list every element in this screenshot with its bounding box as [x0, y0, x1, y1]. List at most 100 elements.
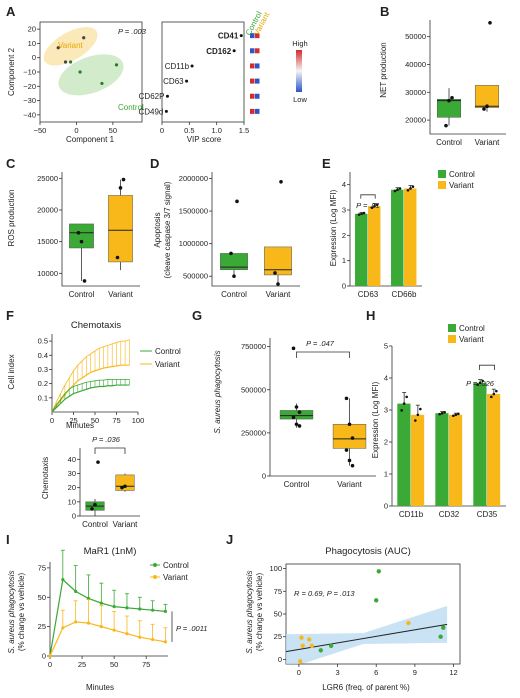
h-point [438, 412, 441, 416]
apoptosis-axis-lines [211, 172, 300, 287]
panel-letter-f: F [6, 308, 14, 323]
net-production-boxplot: 20000 30000 40000 50000 Control Variant NET p… [379, 20, 506, 147]
f-x-axis-label: Minutes [66, 421, 94, 430]
h-bar [449, 414, 463, 506]
j-variant-point [299, 635, 304, 640]
apoptosis-y-axis-label: Apoptosis [153, 212, 162, 247]
e-category-label: CD63 [358, 290, 379, 299]
e-point [393, 189, 397, 193]
h-legend-variant: Variant [459, 335, 485, 344]
f-variant-mean-line [51, 364, 130, 413]
pca-point [100, 81, 104, 86]
net-point [482, 107, 486, 111]
f-x-tick-label: 25 [69, 416, 77, 425]
apoptosis-point [232, 274, 236, 279]
panel-letter-b: B [380, 4, 389, 19]
panel-letter-c: C [6, 156, 16, 171]
net-point [444, 123, 448, 128]
e-legend-control: Control [449, 170, 475, 179]
i-y-tick-label: 0 [42, 652, 46, 661]
h-p-value: P = .026 [466, 379, 495, 388]
j-y-tick-label: 25 [274, 632, 282, 641]
f-y-tick-label: 0.5 [38, 337, 48, 346]
g-y-tick-label: 500000 [241, 385, 266, 394]
vip-category-label: CD41 [218, 32, 239, 41]
i-legend-control-marker [153, 563, 157, 567]
e-point [373, 204, 376, 208]
i-variant-marker [99, 625, 103, 629]
g-category-label: Variant [337, 480, 363, 489]
net-point [485, 104, 489, 108]
f-y-tick-label: 0.3 [38, 365, 48, 374]
ros-point [79, 239, 84, 244]
g-point [350, 463, 355, 468]
vip-heat-cell [255, 108, 260, 114]
g-point [291, 415, 296, 420]
net-y-tick-label: 40000 [405, 60, 426, 69]
i-variant-marker [163, 640, 168, 644]
vip-category-label: CD62P [139, 92, 165, 101]
i-title: MaR1 (1nM) [84, 546, 137, 557]
net-category-label: Variant [475, 138, 501, 147]
e-point [360, 212, 363, 216]
i-y-axis-label-2: (% change vs vehicle) [17, 573, 26, 652]
j-y-tick-label: 50 [274, 610, 282, 619]
e-point [398, 187, 402, 190]
i-variant-marker [138, 635, 142, 639]
i-legend-control: Control [163, 561, 189, 570]
i-variant-marker [86, 621, 91, 625]
vip-category-label: CD162 [206, 47, 231, 56]
h-y-tick-label: 1 [384, 470, 388, 479]
e-point [396, 188, 399, 192]
g-y-tick-label: 750000 [241, 342, 266, 351]
g-point [350, 436, 355, 440]
pca-y-tick-label: 10 [28, 39, 36, 48]
h-legend-variant-swatch [448, 335, 456, 343]
e-legend-control-swatch [438, 170, 446, 178]
e-y-tick-label: 2 [342, 231, 346, 240]
f-legend-control: Control [155, 347, 181, 356]
j-x-tick-label: 3 [335, 668, 339, 677]
g-box [279, 410, 314, 420]
j-control-point [374, 598, 379, 603]
i-control-marker [138, 607, 142, 611]
e-bar [391, 189, 404, 286]
pca-y-tick-label: −10 [23, 68, 36, 77]
ros-y-axis-label: ROS production [7, 190, 16, 247]
i-variant-marker [48, 654, 52, 658]
g-point [347, 422, 352, 427]
e-legend-variant-swatch [438, 181, 446, 189]
j-y-axis-label: S. aureus phagocytosis [245, 570, 254, 653]
vip-heat-cell [250, 78, 255, 84]
expression-bar-chart-e: 0 1 2 3 4 CD63 CD66b Expression (Log MFI) P = … [329, 170, 475, 299]
ros-production-boxplot: 10000 15000 20000 25000 Control Variant ROS p… [7, 172, 140, 299]
apoptosis-y-axis-label-2: (cleave caspase 3/7 signal) [163, 181, 172, 278]
panel-letter-i: I [6, 532, 10, 547]
phagocytosis-auc-scatter: 0 3 6 9 12 0 25 50 75 100 Phagocytosis (AUC) LGR6… [245, 546, 461, 692]
ros-point [76, 231, 81, 235]
f-title: Chemotaxis [71, 320, 121, 331]
ros-y-tick-label: 15000 [37, 237, 58, 246]
h-point [402, 402, 406, 405]
f2-category-label: Control [82, 520, 108, 529]
vip-heat-cell [250, 93, 255, 99]
vip-heat-cell [250, 48, 255, 54]
i-y-tick-label: 25 [38, 622, 46, 631]
i-control-marker [163, 609, 168, 613]
heat-colorbar [296, 50, 302, 92]
e-y-tick-label: 4 [342, 180, 346, 189]
f-x-tick-label: 75 [112, 416, 120, 425]
heat-high-label: High [292, 39, 307, 48]
e-point [406, 188, 410, 192]
j-control-point [441, 625, 446, 630]
h-bar [487, 394, 501, 506]
e-legend-variant: Variant [449, 181, 475, 190]
f2-y-tick-label: 20 [68, 483, 76, 492]
pca-p-value: P = .003 [118, 27, 147, 36]
net-axis-lines [429, 20, 506, 135]
j-title: Phagocytosis (AUC) [325, 546, 411, 557]
pca-y-tick-label: −30 [23, 96, 36, 105]
e-y-tick-label: 3 [342, 206, 346, 215]
f-x-tick-label: 100 [132, 416, 145, 425]
vip-point [239, 34, 243, 38]
